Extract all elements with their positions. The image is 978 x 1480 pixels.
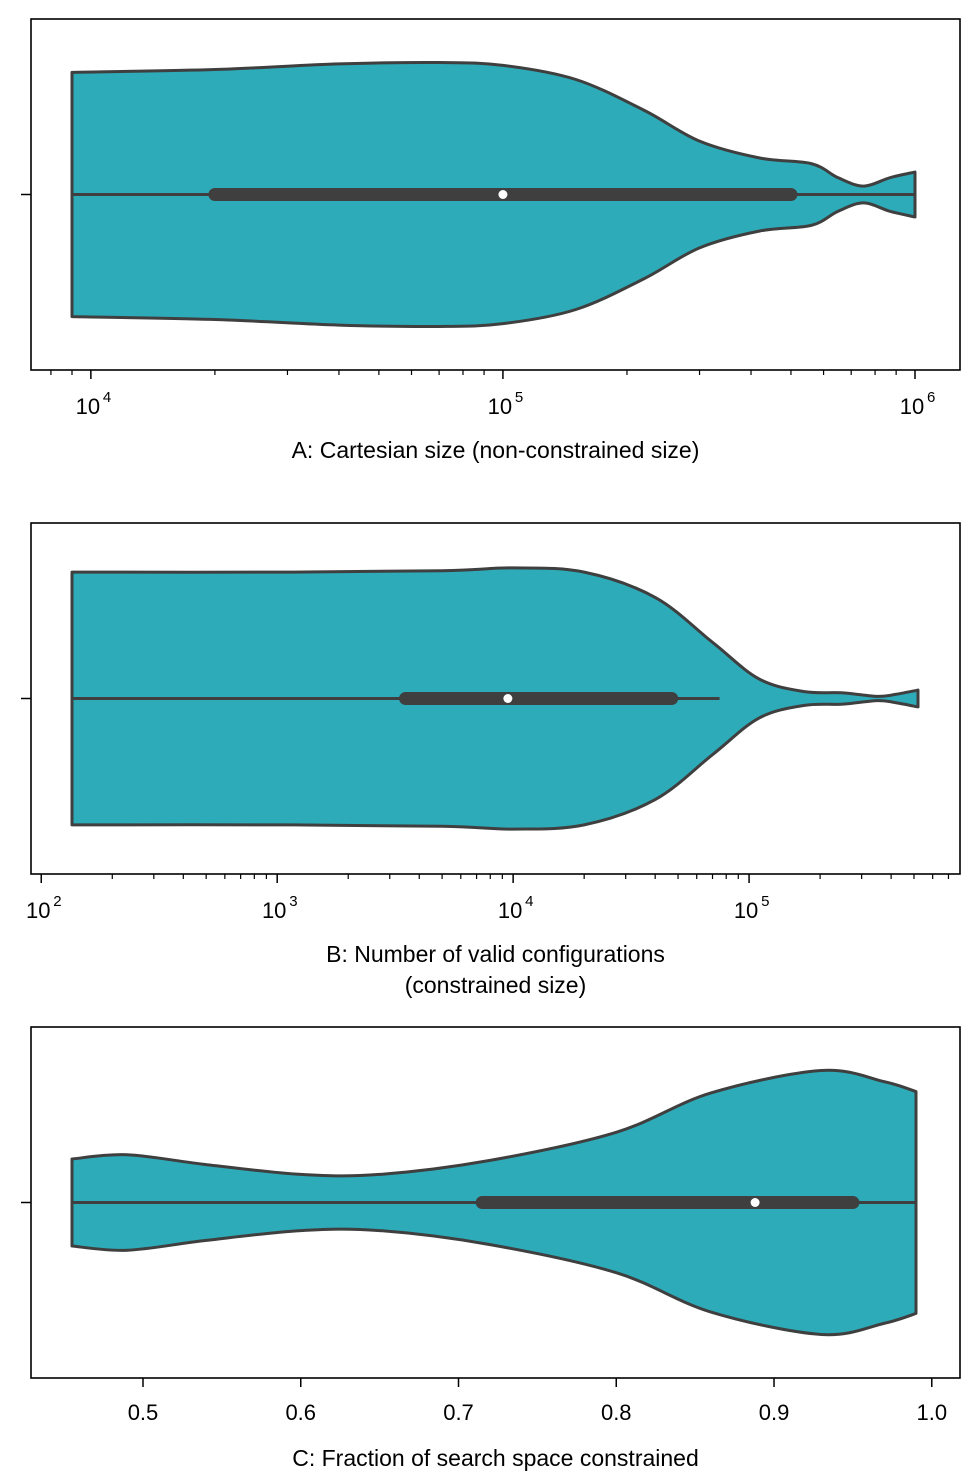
median-marker bbox=[503, 694, 513, 703]
x-tick-exponent: 5 bbox=[761, 893, 769, 910]
median-marker bbox=[750, 1198, 760, 1207]
x-tick-exponent: 3 bbox=[289, 893, 297, 910]
x-tick-exponent: 6 bbox=[927, 389, 935, 406]
panel-a: 10 4 10 5 10 6A: Cartesian size (non-constrai… bbox=[21, 18, 961, 463]
x-tick-exponent: 4 bbox=[525, 893, 533, 910]
panel-b: 10 2 10 3 10 4 10 5B: Number of valid configura… bbox=[21, 522, 961, 998]
x-tick-label: 10 bbox=[262, 898, 286, 923]
x-tick-label: 10 bbox=[734, 898, 758, 923]
x-tick-exponent: 5 bbox=[515, 389, 523, 406]
x-tick-label: 10 bbox=[26, 898, 50, 923]
x-tick-exponent: 2 bbox=[53, 893, 61, 910]
x-axis-label: B: Number of valid configurations bbox=[326, 941, 665, 967]
x-tick-label: 1.0 bbox=[916, 1400, 947, 1425]
x-tick-label: 0.7 bbox=[443, 1400, 474, 1425]
x-tick-label: 10 bbox=[900, 394, 924, 419]
x-tick-label: 0.8 bbox=[601, 1400, 632, 1425]
x-tick-label: 0.9 bbox=[759, 1400, 790, 1425]
panel-c: 0.5 0.6 0.7 0.8 0.9 1.0 C: Fraction of search … bbox=[21, 1026, 961, 1471]
x-tick-label: 10 bbox=[498, 898, 522, 923]
x-axis-label: (constrained size) bbox=[405, 972, 587, 998]
x-axis-label: A: Cartesian size (non-constrained size) bbox=[292, 437, 700, 463]
x-tick-label: 10 bbox=[76, 394, 100, 419]
x-tick-label: 10 bbox=[488, 394, 512, 419]
x-tick-label: 0.6 bbox=[285, 1400, 316, 1425]
x-axis-label: C: Fraction of search space constrained bbox=[292, 1445, 699, 1471]
x-tick-exponent: 4 bbox=[103, 389, 111, 406]
median-marker bbox=[498, 190, 508, 199]
x-tick-label: 0.5 bbox=[128, 1400, 159, 1425]
